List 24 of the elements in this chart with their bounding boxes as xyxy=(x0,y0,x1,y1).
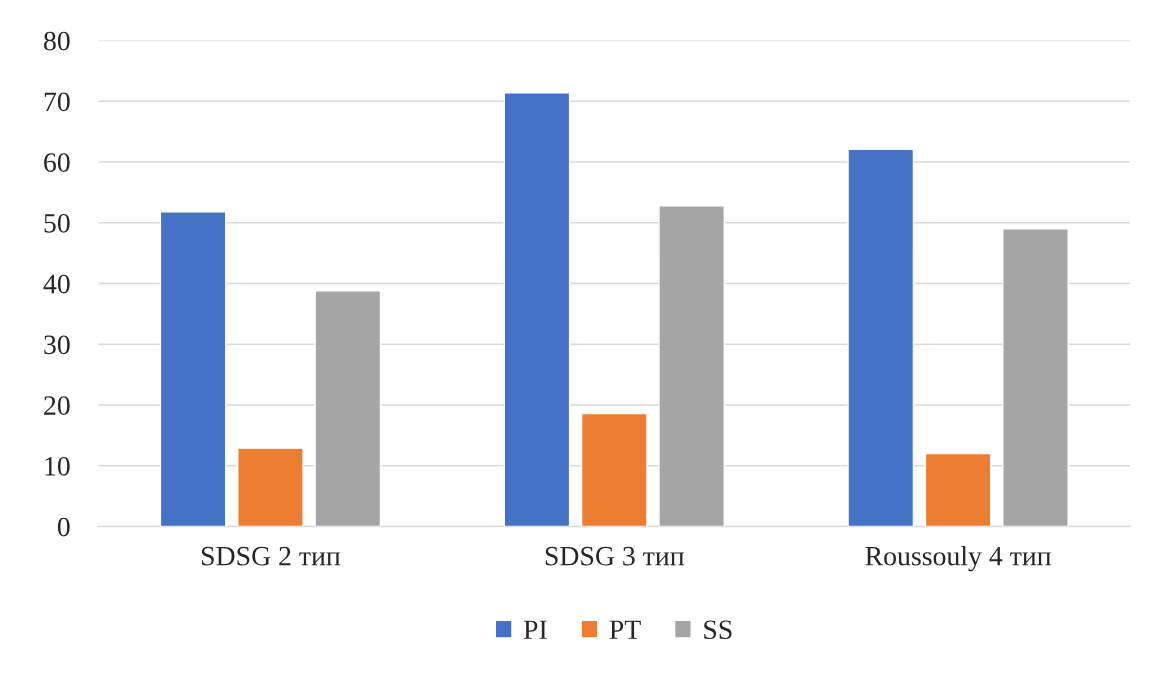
y-tick-label: 10 xyxy=(45,456,70,476)
bar xyxy=(658,205,725,527)
y-tick-label: 20 xyxy=(44,396,70,415)
bar xyxy=(1002,228,1069,527)
x-tick-label: SDSG 3 тип xyxy=(545,546,684,566)
y-tick-label: 0 xyxy=(57,517,70,537)
bar xyxy=(159,211,227,527)
bar xyxy=(503,92,571,527)
bar xyxy=(924,452,992,527)
bar xyxy=(580,412,648,527)
legend-label: PT xyxy=(609,620,641,639)
legend-label: PI xyxy=(523,620,547,639)
legend-label: SS xyxy=(704,620,732,640)
y-tick-label: 70 xyxy=(44,92,70,112)
x-tick-label: Roussouly 4 тип xyxy=(865,545,1051,572)
y-tick-label: 30 xyxy=(44,335,70,355)
y-tick-label: 80 xyxy=(44,31,70,51)
y-tick-label: 50 xyxy=(44,213,70,233)
x-tick-label: SDSG 2 тип xyxy=(201,546,341,566)
bar xyxy=(314,290,382,527)
y-tick-label: 60 xyxy=(44,153,70,172)
y-tick-label: 40 xyxy=(43,274,70,294)
bar xyxy=(847,148,915,527)
bar xyxy=(237,447,304,527)
